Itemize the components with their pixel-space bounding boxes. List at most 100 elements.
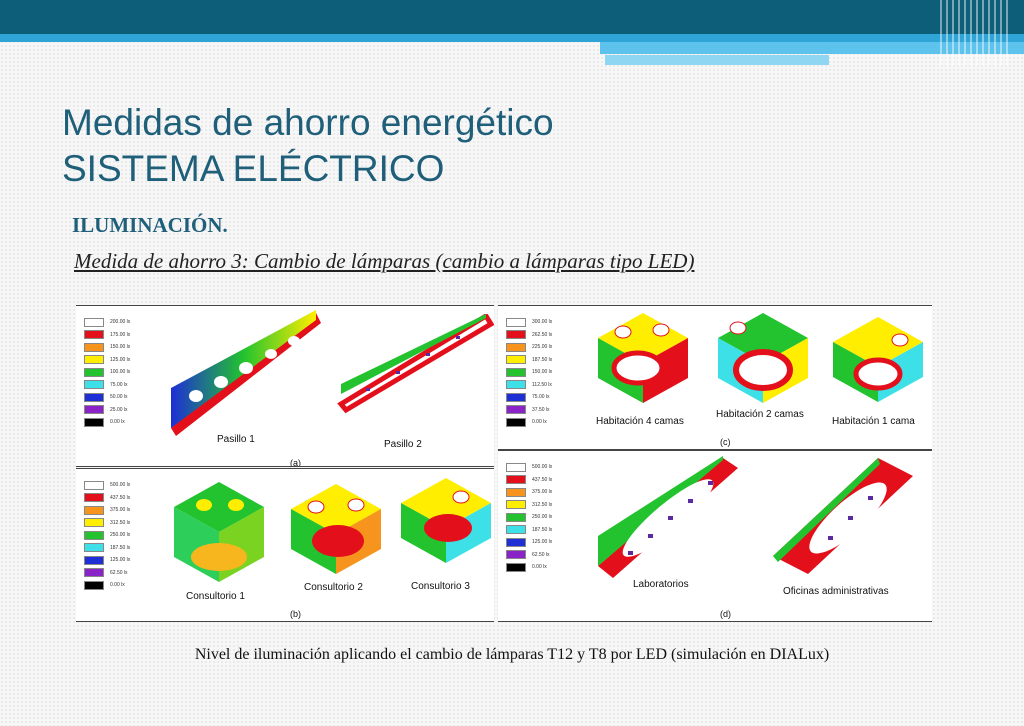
color-swatch xyxy=(84,355,104,365)
legend-row: 500.00 lx xyxy=(506,461,566,474)
legend-row: 125.00 lx xyxy=(506,536,566,549)
color-swatch xyxy=(84,480,104,490)
legend-value: 225.00 lx xyxy=(532,344,553,351)
legend-value: 500.00 lx xyxy=(532,464,553,471)
panel-tag: (d) xyxy=(720,609,731,619)
legend-value: 100.00 lx xyxy=(110,369,131,376)
legend-value: 75.00 lx xyxy=(110,381,128,388)
legend-row: 62.50 lx xyxy=(506,549,566,562)
room-label: Habitación 2 camas xyxy=(716,409,804,420)
legend-value: 125.00 lx xyxy=(532,539,553,546)
legend-value: 0.00 lx xyxy=(110,582,125,589)
pasillo-2-render xyxy=(337,314,494,414)
legend-row: 75.00 lx xyxy=(84,379,144,392)
legend-row: 312.50 lx xyxy=(84,517,144,530)
color-swatch xyxy=(506,355,526,365)
illuminance-legend: 200.00 lx 175.00 lx 150.00 lx 125.00 lx 100.… xyxy=(84,316,144,429)
illuminance-legend: 500.00 lx 437.50 lx 375.00 lx 312.50 lx 250.… xyxy=(84,479,144,592)
color-swatch xyxy=(506,392,526,402)
legend-row: 150.00 lx xyxy=(84,341,144,354)
color-swatch xyxy=(84,580,104,590)
legend-row: 125.00 lx xyxy=(84,554,144,567)
panel-a: 200.00 lx 175.00 lx 150.00 lx 125.00 lx 100.… xyxy=(76,305,494,467)
legend-value: 200.00 lx xyxy=(110,319,131,326)
color-swatch xyxy=(84,493,104,503)
legend-value: 112.50 lx xyxy=(532,381,552,388)
header-texture xyxy=(940,0,1010,66)
legend-row: 0.00 lx xyxy=(84,579,144,592)
consultorio-2-render xyxy=(291,484,381,574)
legend-row: 0.00 lx xyxy=(84,416,144,429)
legend-value: 62.50 lx xyxy=(532,551,550,558)
legend-row: 375.00 lx xyxy=(84,504,144,517)
oficinas-render xyxy=(773,458,913,574)
legend-value: 500.00 lx xyxy=(110,482,131,489)
legend-row: 200.00 lx xyxy=(84,316,144,329)
legend-value: 0.00 lx xyxy=(110,419,125,426)
legend-row: 437.50 lx xyxy=(506,474,566,487)
color-swatch xyxy=(506,475,526,485)
legend-row: 187.50 lx xyxy=(84,542,144,555)
color-swatch xyxy=(506,500,526,510)
legend-row: 125.00 lx xyxy=(84,354,144,367)
legend-value: 150.00 lx xyxy=(532,369,553,376)
color-swatch xyxy=(84,568,104,578)
legend-value: 262.50 lx xyxy=(532,331,553,338)
legend-row: 312.50 lx xyxy=(506,499,566,512)
room-label: Habitación 1 cama xyxy=(832,416,915,427)
legend-row: 112.50 lx xyxy=(506,379,566,392)
illuminance-legend: 300.00 lx 262.50 lx 225.00 lx 187.50 lx 150.… xyxy=(506,316,566,429)
legend-value: 62.50 lx xyxy=(110,569,128,576)
laboratorios-render xyxy=(598,456,738,578)
panel-tag: (a) xyxy=(290,458,301,467)
legend-value: 375.00 lx xyxy=(532,489,553,496)
header-stripe xyxy=(0,34,1024,42)
color-swatch xyxy=(506,487,526,497)
legend-row: 50.00 lx xyxy=(84,391,144,404)
color-swatch xyxy=(506,562,526,572)
color-swatch xyxy=(84,505,104,515)
panel-d: 500.00 lx 437.50 lx 375.00 lx 312.50 lx 250.… xyxy=(498,450,932,622)
dialux-figure: 200.00 lx 175.00 lx 150.00 lx 125.00 lx 100.… xyxy=(76,305,932,622)
legend-row: 150.00 lx xyxy=(506,366,566,379)
color-swatch xyxy=(506,317,526,327)
room-label: Oficinas administrativas xyxy=(783,586,889,597)
legend-value: 187.50 lx xyxy=(532,356,553,363)
room-label: Pasillo 2 xyxy=(384,439,422,450)
color-swatch xyxy=(84,380,104,390)
color-swatch xyxy=(506,417,526,427)
legend-value: 25.00 lx xyxy=(110,406,128,413)
panel-c: 300.00 lx 262.50 lx 225.00 lx 187.50 lx 150.… xyxy=(498,305,932,450)
panel-tag: (b) xyxy=(290,609,301,619)
room-label: Consultorio 3 xyxy=(411,581,470,592)
color-swatch xyxy=(84,555,104,565)
room-label: Consultorio 1 xyxy=(186,591,245,602)
legend-value: 150.00 lx xyxy=(110,344,131,351)
color-swatch xyxy=(84,405,104,415)
title-line-1: Medidas de ahorro energético xyxy=(62,102,554,143)
color-swatch xyxy=(84,392,104,402)
legend-value: 250.00 lx xyxy=(532,514,553,521)
legend-row: 375.00 lx xyxy=(506,486,566,499)
legend-row: 100.00 lx xyxy=(84,366,144,379)
color-swatch xyxy=(84,367,104,377)
legend-value: 187.50 lx xyxy=(532,526,553,533)
legend-row: 37.50 lx xyxy=(506,404,566,417)
legend-value: 175.00 lx xyxy=(110,331,131,338)
legend-value: 437.50 lx xyxy=(532,476,553,483)
consultorio-3-render xyxy=(401,478,491,563)
color-swatch xyxy=(506,367,526,377)
consultorio-1-render xyxy=(174,482,264,582)
header-stripe xyxy=(605,55,829,65)
legend-value: 37.50 lx xyxy=(532,406,550,413)
legend-row: 187.50 lx xyxy=(506,354,566,367)
color-swatch xyxy=(506,342,526,352)
legend-row: 262.50 lx xyxy=(506,329,566,342)
legend-value: 312.50 lx xyxy=(110,519,131,526)
color-swatch xyxy=(84,518,104,528)
legend-row: 225.00 lx xyxy=(506,341,566,354)
panel-b: 500.00 lx 437.50 lx 375.00 lx 312.50 lx 250.… xyxy=(76,468,494,622)
color-swatch xyxy=(84,317,104,327)
habitacion-1-render xyxy=(833,317,923,402)
measure-heading: Medida de ahorro 3: Cambio de lámparas (… xyxy=(74,249,695,273)
